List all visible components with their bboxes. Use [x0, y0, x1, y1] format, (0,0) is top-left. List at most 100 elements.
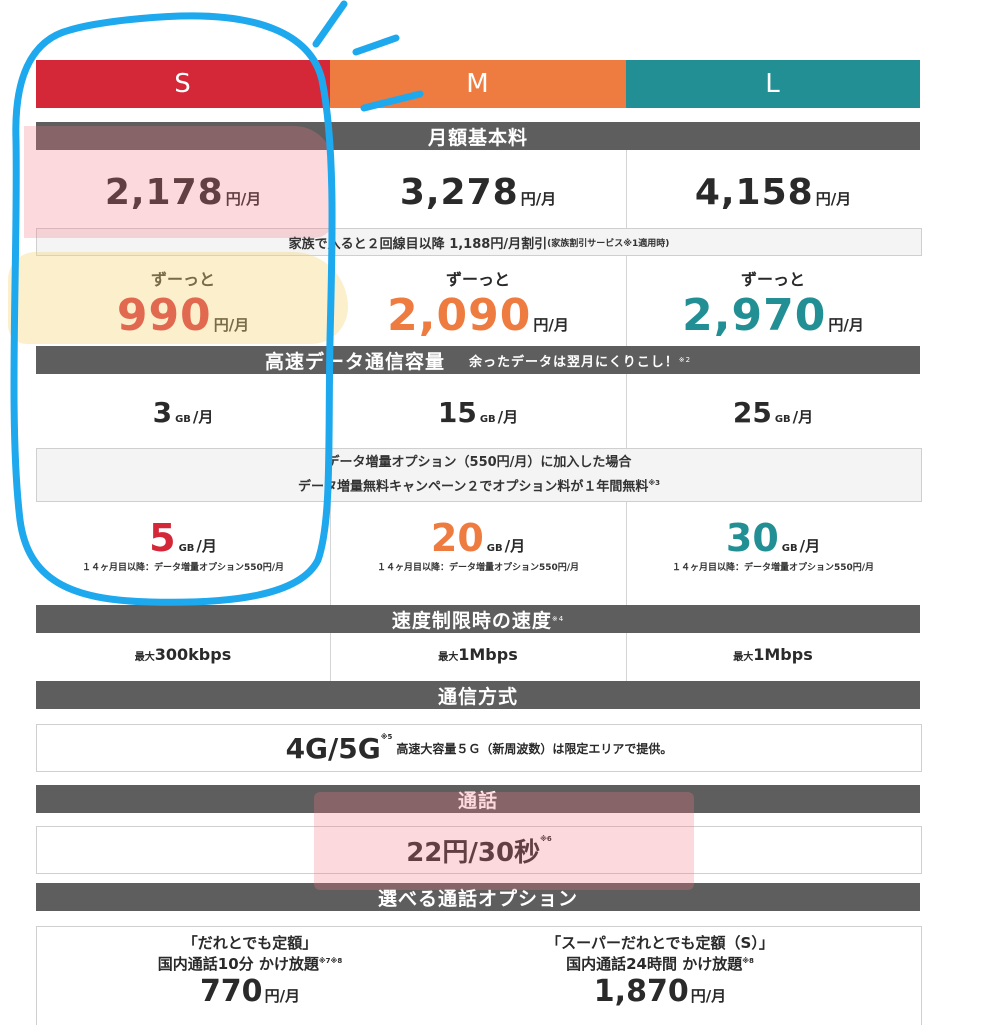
monthly-price-m: 3,278 円/月: [330, 172, 626, 213]
call-option-price: 770: [199, 974, 263, 1009]
footnote-mark: ※6: [540, 835, 552, 843]
column-divider: [626, 633, 627, 681]
speed-value: 1Mbps: [458, 645, 518, 664]
discounted-value: 2,970: [682, 290, 827, 341]
data-unit-month: /月: [196, 537, 217, 555]
footnote-mark: ※8: [742, 957, 754, 965]
section-bar-data: 高速データ通信容量 余ったデータは翌月にくりこし！ ※2: [36, 346, 920, 374]
call-option-desc: 国内通話10分 かけ放題: [157, 955, 319, 973]
family-discount-note: 家族で入ると２回線目以降 1,188円/月割引 (家族割引サービス※1適用時): [36, 228, 922, 256]
column-divider: [626, 150, 627, 605]
section-bar-call-options: 選べる通話オプション: [36, 883, 920, 911]
section-title: 通話: [457, 789, 498, 812]
section-title: 月額基本料: [427, 126, 528, 149]
price-unit: 円/月: [533, 316, 569, 334]
data-value: 25: [732, 396, 772, 429]
increased-value: 30: [725, 516, 779, 560]
section-title: 高速データ通信容量: [264, 350, 445, 373]
discounted-value: 990: [116, 290, 212, 341]
speed-value-l: 最大 1Mbps: [626, 645, 920, 671]
network-value: 4G/5G: [285, 731, 381, 765]
after-14-months-note: １４ヶ月目以降：データ増量オプション550円/月: [671, 563, 875, 573]
footnote-mark: ※3: [648, 478, 661, 487]
speed-prefix: 最大: [134, 652, 155, 663]
data-unit-month: /月: [497, 408, 519, 426]
discounted-price-s: ずーっと 990 円/月: [36, 266, 330, 341]
family-note-small: (家族割引サービス※1適用時): [547, 238, 670, 249]
after-14-months-note: １４ヶ月目以降：データ増量オプション550円/月: [81, 563, 285, 573]
data-amount-s: 3 GB/月: [36, 396, 330, 430]
monthly-price-l: 4,158 円/月: [626, 172, 920, 213]
pink-highlight: [314, 792, 694, 890]
yellow-highlight: [8, 252, 348, 344]
footnote-mark: ※5: [380, 733, 393, 741]
increased-data-m: 20 GB/月 １４ヶ月目以降：データ増量オプション550円/月: [330, 516, 626, 573]
speed-value-m: 最大 1Mbps: [330, 645, 626, 671]
call-option-name: 「だれとでも定額」: [182, 934, 318, 952]
increased-data-l: 30 GB/月 １４ヶ月目以降：データ増量オプション550円/月: [626, 516, 920, 573]
call-option-name: 「スーパーだれとでも定額（S）」: [546, 934, 774, 952]
data-unit-month: /月: [799, 537, 821, 555]
data-value: 3: [152, 396, 173, 429]
section-bar-monthly-fee: 月額基本料: [36, 122, 920, 150]
call-options-box: [36, 926, 922, 1025]
section-bar-speed-limit: 速度制限時の速度 ※4: [36, 605, 920, 633]
discounted-value: 2,090: [387, 290, 532, 341]
increased-data-s: 5 GB/月 １４ヶ月目以降：データ増量オプション550円/月: [36, 516, 330, 573]
data-amount-l: 25 GB/月: [626, 396, 920, 430]
data-unit-gb: GB: [479, 414, 496, 425]
option-line-2: データ増量無料キャンペーン２でオプション料が１年間無料: [297, 479, 649, 495]
section-title: 速度制限時の速度: [391, 609, 552, 632]
section-title: 選べる通話オプション: [377, 887, 578, 910]
section-bar-call: 通話: [36, 785, 920, 813]
plan-header-s: S: [36, 60, 330, 108]
data-unit-month: /月: [504, 537, 526, 555]
zutto-label: ずーっと: [740, 270, 805, 289]
plan-header-m: M: [330, 60, 626, 108]
call-option-price: 1,870: [593, 974, 689, 1009]
price-value: 2,178: [104, 172, 224, 213]
speed-value: 300kbps: [154, 645, 232, 664]
speed-value: 1Mbps: [753, 645, 813, 664]
call-rate-value: 22円/30秒: [406, 837, 541, 868]
price-unit: 円/月: [520, 190, 557, 208]
footnote-mark: ※7※8: [318, 957, 343, 965]
price-value: 4,158: [694, 172, 814, 213]
speed-prefix: 最大: [438, 652, 459, 663]
call-rate-box: 22円/30秒 ※6: [36, 826, 922, 874]
plan-header-l: L: [626, 60, 920, 108]
price-unit: 円/月: [264, 987, 301, 1005]
zutto-label: ずーっと: [445, 270, 510, 289]
data-value: 15: [437, 396, 477, 429]
network-note: 高速大容量５Ｇ（新周波数）は限定エリアで提供。: [396, 741, 673, 756]
footnote-mark: ※2: [678, 356, 692, 364]
data-unit-month: /月: [192, 408, 214, 426]
column-divider: [330, 633, 331, 681]
family-note-text: 家族で入ると２回線目以降 1,188円/月割引: [288, 236, 548, 252]
data-unit-gb: GB: [178, 543, 195, 554]
speed-value-s: 最大 300kbps: [36, 645, 330, 671]
network-box: 4G/5G ※5 高速大容量５Ｇ（新周波数）は限定エリアで提供。: [36, 724, 922, 772]
discounted-price-l: ずーっと 2,970 円/月: [626, 266, 920, 341]
data-unit-month: /月: [792, 408, 814, 426]
price-unit: 円/月: [213, 316, 250, 334]
call-option-24h: 「スーパーだれとでも定額（S）」 国内通話24時間 かけ放題※8 1,870 円/…: [490, 932, 830, 1009]
data-amount-m: 15 GB/月: [330, 396, 626, 430]
discounted-price-m: ずーっと 2,090 円/月: [330, 266, 626, 341]
increased-value: 5: [149, 516, 176, 560]
data-unit-gb: GB: [486, 543, 503, 554]
section-bar-network: 通信方式: [36, 681, 920, 709]
data-option-note: データ増量オプション（550円/月）に加入した場合 データ増量無料キャンペーン２…: [36, 448, 922, 502]
price-value: 3,278: [399, 172, 519, 213]
monthly-price-s: 2,178 円/月: [36, 172, 330, 213]
call-option-10min: 「だれとでも定額」 国内通話10分 かけ放題※7※8 770 円/月: [100, 932, 400, 1009]
price-unit: 円/月: [815, 190, 852, 208]
pink-highlight: [24, 126, 334, 238]
after-14-months-note: １４ヶ月目以降：データ増量オプション550円/月: [376, 563, 580, 573]
increased-value: 20: [430, 516, 484, 560]
call-option-desc: 国内通話24時間 かけ放題: [566, 955, 743, 973]
section-subtitle: 余ったデータは翌月にくりこし！: [468, 354, 679, 370]
option-line-1: データ増量オプション（550円/月）に加入した場合: [326, 454, 632, 470]
data-unit-gb: GB: [175, 414, 191, 425]
